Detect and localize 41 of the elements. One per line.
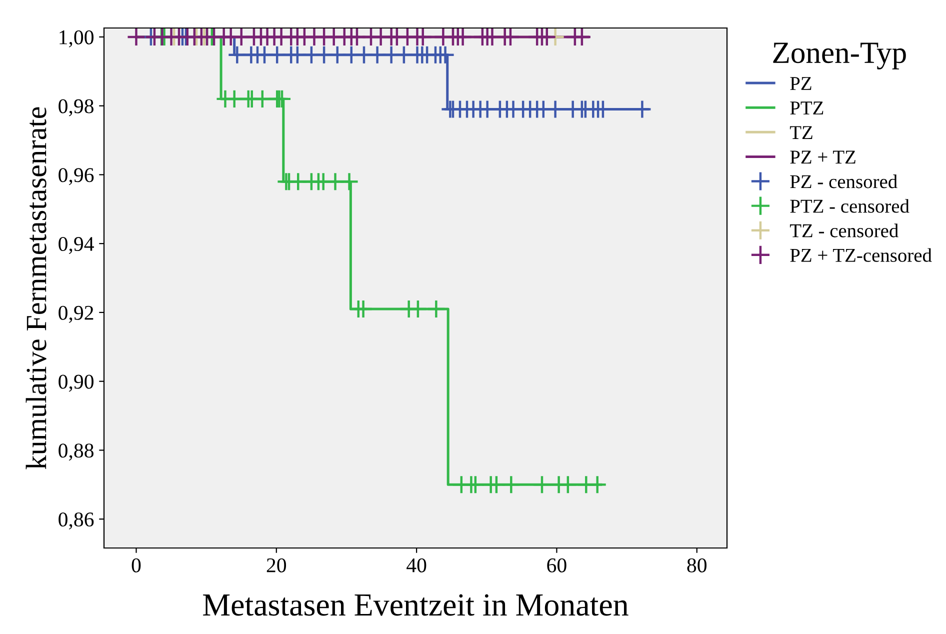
y-tick-label: 1,00	[60, 30, 94, 48]
point	[272, 89, 292, 109]
point	[558, 475, 578, 494]
legend-title: Zonen-Typ	[773, 42, 906, 70]
x-axis-title: Metastasen Eventzeit in Monaten	[203, 594, 628, 616]
legend-label: PZ - censored	[790, 174, 898, 188]
point	[532, 475, 552, 494]
y-tick-label: 0,90	[58, 374, 94, 392]
y-tick-label: 0,86	[58, 512, 94, 530]
y-axis-title: kumulative Fernmetastasenrate	[26, 107, 46, 470]
point	[340, 172, 359, 192]
point	[466, 475, 486, 494]
point	[408, 299, 428, 319]
legend-label: PZ	[790, 77, 812, 90]
point	[502, 475, 521, 494]
x-tick-label: 20	[266, 558, 286, 572]
y-tick-label: 0,94	[58, 236, 94, 254]
point	[537, 28, 557, 47]
y-tick-label: 0,96	[58, 168, 94, 186]
point	[126, 28, 146, 47]
point	[426, 299, 446, 319]
point	[500, 28, 520, 47]
point	[453, 28, 472, 47]
y-tick-label: 0,88	[58, 444, 94, 461]
legend-label: PTZ - censored	[790, 199, 910, 213]
x-tick-label: 60	[547, 558, 566, 572]
legend-label: PZ + TZ-censored	[790, 248, 932, 262]
y-tick-label: 0,98	[58, 99, 94, 116]
y-tick-label: 0,92	[58, 306, 94, 323]
legend-label: TZ	[790, 126, 812, 139]
x-tick-label: 80	[687, 558, 706, 572]
x-tick-label: 40	[406, 558, 426, 572]
point	[588, 475, 607, 494]
point	[354, 299, 373, 319]
point	[413, 28, 432, 47]
legend-label: PTZ	[790, 102, 824, 114]
point	[572, 28, 592, 47]
legend-label: PZ + TZ	[790, 150, 856, 164]
x-tick-label: 0	[132, 558, 141, 572]
legend-label: TZ - censored	[790, 224, 898, 238]
point	[436, 45, 455, 64]
